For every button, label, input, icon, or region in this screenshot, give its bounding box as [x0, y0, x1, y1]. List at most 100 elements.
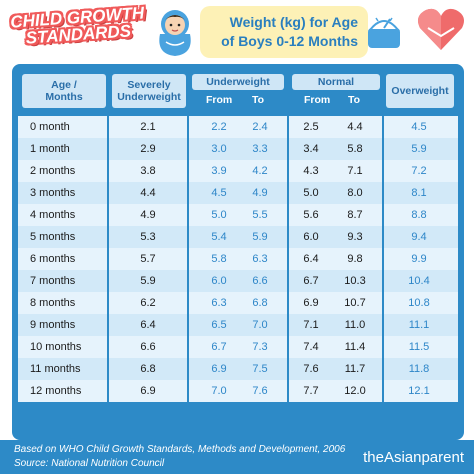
cell-sev: 6.2 — [140, 297, 156, 309]
source-line-2: Source: National Nutrition Council — [14, 458, 165, 469]
cell-uf: 6.3 — [211, 297, 227, 309]
cell-nt: 9.3 — [347, 231, 363, 243]
cell-uf: 6.9 — [211, 363, 227, 375]
cell-ut: 5.5 — [252, 209, 268, 221]
table-row: 3 months 4.4 4.5 4.9 5.0 8.0 8.1 — [18, 182, 458, 204]
cell-age: 2 months — [30, 165, 76, 177]
table-row: 5 months 5.3 5.4 5.9 6.0 9.3 9.4 — [18, 226, 458, 248]
cell-ov: 7.2 — [411, 165, 427, 177]
cell-uf: 6.5 — [211, 319, 227, 331]
cell-age: 8 months — [30, 297, 76, 309]
cell-ov: 9.4 — [411, 231, 427, 243]
cell-uf: 5.0 — [211, 209, 227, 221]
title-line-1: Weight (kg) for Age — [229, 14, 358, 30]
cell-ut: 4.2 — [252, 165, 268, 177]
table-row: 9 months 6.4 6.5 7.0 7.1 11.0 11.1 — [18, 314, 458, 336]
cell-nf: 6.4 — [303, 253, 319, 265]
header-age: Age / Months — [22, 74, 106, 108]
cell-nf: 6.7 — [303, 275, 319, 287]
table-row: 7 months 5.9 6.0 6.6 6.7 10.3 10.4 — [18, 270, 458, 292]
column-divider — [287, 116, 289, 402]
cell-sev: 2.9 — [140, 143, 156, 155]
column-divider — [187, 116, 189, 402]
cell-nt: 11.0 — [344, 319, 366, 331]
cell-uf: 2.2 — [211, 121, 227, 133]
cell-ov: 10.4 — [408, 275, 430, 287]
header-underweight-label: Underweight — [206, 76, 270, 88]
cell-nt: 8.7 — [347, 209, 363, 221]
cell-uf: 7.0 — [211, 385, 227, 397]
cell-nf: 5.6 — [303, 209, 319, 221]
table-row: 4 months 4.9 5.0 5.5 5.6 8.7 8.8 — [18, 204, 458, 226]
normal-to-label: To — [348, 94, 361, 106]
brand-logo: theAsianparent — [363, 449, 464, 466]
cell-ov: 11.8 — [408, 363, 430, 375]
cell-ut: 2.4 — [252, 121, 268, 133]
cell-ut: 7.6 — [252, 385, 268, 397]
cell-age: 4 months — [30, 209, 76, 221]
cell-nt: 5.8 — [347, 143, 363, 155]
cell-nt: 11.4 — [344, 341, 366, 353]
table-row: 6 months 5.7 5.8 6.3 6.4 9.8 9.9 — [18, 248, 458, 270]
cell-nt: 8.0 — [347, 187, 363, 199]
cell-ut: 7.3 — [252, 341, 268, 353]
cell-uf: 6.0 — [211, 275, 227, 287]
table-row: 8 months 6.2 6.3 6.8 6.9 10.7 10.8 — [18, 292, 458, 314]
cell-sev: 4.4 — [140, 187, 156, 199]
cell-age: 0 month — [30, 121, 70, 133]
cell-ut: 7.0 — [252, 319, 268, 331]
cell-sev: 4.9 — [140, 209, 156, 221]
cell-nf: 4.3 — [303, 165, 319, 177]
header: CHILD GROWTH STANDARDS Weight (kg) for A… — [0, 0, 474, 62]
header-normal: Normal — [292, 74, 380, 90]
cell-sev: 5.9 — [140, 275, 156, 287]
growth-table: Age / Months Severely Underweight Underw… — [12, 64, 464, 440]
table-row: 2 months 3.8 3.9 4.2 4.3 7.1 7.2 — [18, 160, 458, 182]
column-divider — [107, 116, 109, 402]
title-line-2: of Boys 0-12 Months — [221, 33, 358, 49]
cell-age: 5 months — [30, 231, 76, 243]
cell-age: 10 months — [30, 341, 82, 353]
header-normal-label: Normal — [317, 76, 355, 88]
cell-uf: 3.9 — [211, 165, 227, 177]
cell-ov: 12.1 — [408, 385, 430, 397]
header-severely-label: Severely Underweight — [117, 79, 181, 103]
cell-age: 1 month — [30, 143, 70, 155]
table-row: 10 months 6.6 6.7 7.3 7.4 11.4 11.5 — [18, 336, 458, 358]
cell-nt: 11.7 — [344, 363, 366, 375]
brand-heart-icon — [418, 8, 464, 50]
cell-nt: 9.8 — [347, 253, 363, 265]
cell-ov: 4.5 — [411, 121, 427, 133]
cell-uf: 5.4 — [211, 231, 227, 243]
cell-sev: 3.8 — [140, 165, 156, 177]
cell-ov: 9.9 — [411, 253, 427, 265]
footer: Based on WHO Child Growth Standards, Met… — [0, 440, 474, 474]
cell-age: 3 months — [30, 187, 76, 199]
header-overweight-label: Overweight — [391, 85, 449, 97]
cell-nf: 6.0 — [303, 231, 319, 243]
cell-ov: 5.9 — [411, 143, 427, 155]
cell-ut: 5.9 — [252, 231, 268, 243]
cell-sev: 6.4 — [140, 319, 156, 331]
cell-nt: 10.3 — [344, 275, 366, 287]
cell-ov: 8.8 — [411, 209, 427, 221]
cell-uf: 3.0 — [211, 143, 227, 155]
cell-age: 6 months — [30, 253, 76, 265]
cell-sev: 6.8 — [140, 363, 156, 375]
header-underweight: Underweight — [192, 74, 284, 90]
cell-nf: 2.5 — [303, 121, 319, 133]
cell-uf: 4.5 — [211, 187, 227, 199]
cell-ut: 6.3 — [252, 253, 268, 265]
table-row: 0 month 2.1 2.2 2.4 2.5 4.4 4.5 — [18, 116, 458, 138]
cell-nt: 12.0 — [344, 385, 366, 397]
cell-sev: 2.1 — [140, 121, 156, 133]
baby-icon — [159, 10, 191, 56]
cell-nf: 7.4 — [303, 341, 319, 353]
cell-nf: 7.7 — [303, 385, 319, 397]
source-line-1: Based on WHO Child Growth Standards, Met… — [14, 444, 346, 455]
cell-ov: 10.8 — [408, 297, 430, 309]
cell-age: 12 months — [30, 385, 82, 397]
cell-age: 11 months — [30, 363, 81, 375]
cell-ut: 7.5 — [252, 363, 268, 375]
cell-sev: 5.3 — [140, 231, 156, 243]
